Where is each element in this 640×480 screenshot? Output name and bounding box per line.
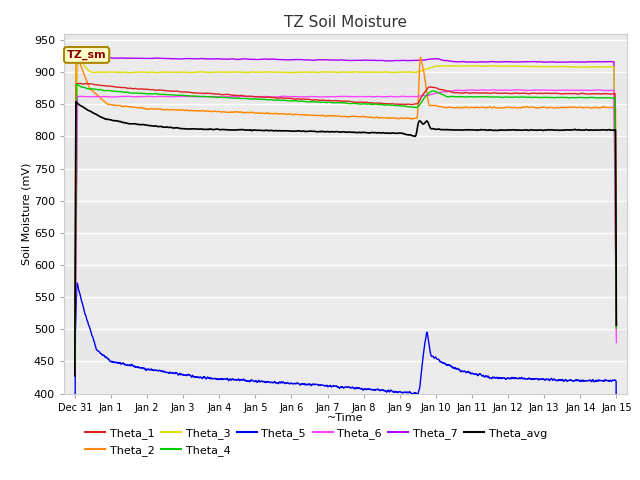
Theta_6 <box>498 87 506 93</box>
Line: Theta_2: Theta_2 <box>75 56 616 353</box>
Theta_5 <box>335 384 342 390</box>
Theta_3 <box>99 69 107 75</box>
Theta_avg <box>71 373 79 379</box>
Theta_4 <box>335 100 342 106</box>
Theta_avg <box>498 127 506 132</box>
Theta_4 <box>498 95 506 100</box>
Text: TZ_sm: TZ_sm <box>67 50 106 60</box>
Theta_3 <box>597 64 605 70</box>
Bar <box>64 168 627 201</box>
Line: Theta_1: Theta_1 <box>75 84 616 367</box>
Theta_2 <box>612 308 620 314</box>
Theta_3 <box>498 63 506 69</box>
Theta_2 <box>335 113 342 119</box>
Legend: Theta_1, Theta_2, Theta_3, Theta_4, Theta_5, Theta_6, Theta_7, Theta_avg: Theta_1, Theta_2, Theta_3, Theta_4, Thet… <box>81 424 552 460</box>
Theta_7 <box>71 350 79 356</box>
Theta_4 <box>99 87 107 93</box>
Theta_7 <box>99 54 107 60</box>
Theta_5 <box>597 378 605 384</box>
Bar <box>64 233 627 265</box>
Y-axis label: Soil Moisture (mV): Soil Moisture (mV) <box>21 162 31 265</box>
Theta_3 <box>74 54 81 60</box>
Theta_3 <box>612 327 620 333</box>
Theta_2 <box>498 105 506 110</box>
Bar <box>64 361 627 394</box>
Theta_7 <box>498 59 506 65</box>
Theta_4 <box>612 325 620 331</box>
Theta_2 <box>320 113 328 119</box>
Theta_6 <box>334 94 342 99</box>
Theta_4 <box>72 81 80 87</box>
Theta_4 <box>597 95 605 101</box>
Theta_6 <box>71 371 79 377</box>
Theta_2 <box>71 350 79 356</box>
Theta_2 <box>597 105 605 111</box>
Theta_1 <box>498 91 506 96</box>
Theta_6 <box>99 94 106 99</box>
Theta_6 <box>320 94 328 100</box>
Theta_5 <box>597 378 605 384</box>
Theta_1 <box>71 364 79 370</box>
Theta_avg <box>320 129 328 134</box>
Theta_3 <box>335 70 342 75</box>
Theta_6 <box>597 87 605 93</box>
Theta_3 <box>597 64 605 70</box>
Theta_1 <box>597 91 605 97</box>
Theta_2 <box>99 97 107 103</box>
Theta_4 <box>597 95 605 101</box>
Theta_3 <box>71 350 79 356</box>
Theta_1 <box>320 97 328 103</box>
Theta_avg <box>72 99 80 105</box>
Theta_7 <box>335 57 342 63</box>
Theta_7 <box>597 59 605 65</box>
Theta_5 <box>99 352 107 358</box>
Line: Theta_avg: Theta_avg <box>75 102 616 376</box>
Theta_4 <box>71 364 79 370</box>
Title: TZ Soil Moisture: TZ Soil Moisture <box>284 15 407 30</box>
Theta_avg <box>99 115 107 120</box>
Theta_6 <box>612 340 620 346</box>
X-axis label: ~Time: ~Time <box>327 413 364 422</box>
Theta_7 <box>612 324 620 330</box>
Theta_2 <box>72 53 80 59</box>
Theta_7 <box>597 59 605 65</box>
Theta_6 <box>597 87 605 93</box>
Theta_1 <box>335 98 342 104</box>
Line: Theta_4: Theta_4 <box>75 84 616 367</box>
Theta_avg <box>597 127 605 133</box>
Theta_1 <box>99 83 107 88</box>
Line: Theta_7: Theta_7 <box>75 55 616 353</box>
Theta_5 <box>612 446 620 452</box>
Theta_3 <box>320 69 328 75</box>
Theta_4 <box>320 99 328 105</box>
Theta_avg <box>612 322 620 328</box>
Theta_6 <box>489 87 497 93</box>
Bar <box>64 40 627 72</box>
Theta_2 <box>597 105 605 111</box>
Line: Theta_3: Theta_3 <box>75 57 616 353</box>
Line: Theta_5: Theta_5 <box>75 283 616 480</box>
Theta_5 <box>498 376 506 382</box>
Line: Theta_6: Theta_6 <box>75 90 616 374</box>
Theta_5 <box>320 383 328 389</box>
Theta_avg <box>597 127 605 133</box>
Theta_5 <box>74 280 81 286</box>
Bar <box>64 104 627 136</box>
Theta_1 <box>76 81 83 86</box>
Theta_7 <box>320 57 328 62</box>
Theta_avg <box>335 129 342 135</box>
Bar <box>64 297 627 329</box>
Theta_1 <box>612 323 620 329</box>
Theta_1 <box>597 91 605 97</box>
Theta_7 <box>79 52 86 58</box>
